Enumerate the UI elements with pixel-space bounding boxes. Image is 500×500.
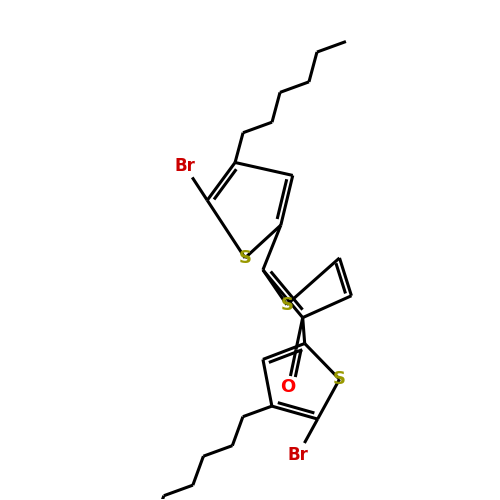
Text: S: S	[238, 249, 252, 267]
Text: S: S	[333, 370, 346, 388]
Text: Br: Br	[288, 446, 308, 464]
Text: S: S	[280, 296, 293, 314]
Text: O: O	[280, 378, 296, 396]
Text: Br: Br	[174, 157, 195, 175]
